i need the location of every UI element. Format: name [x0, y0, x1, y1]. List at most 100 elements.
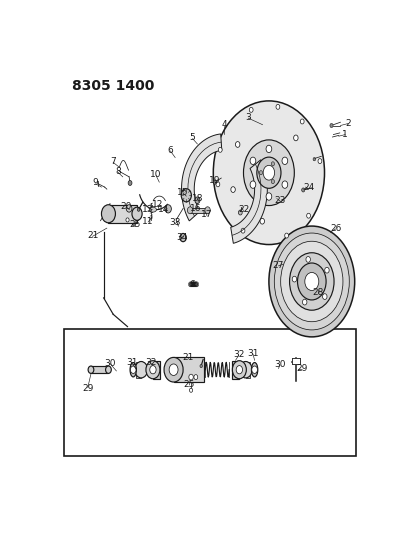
Text: 26: 26 [329, 224, 340, 232]
Text: 31: 31 [126, 358, 138, 367]
Circle shape [232, 361, 246, 379]
Circle shape [243, 140, 294, 206]
Text: 15: 15 [177, 188, 189, 197]
Circle shape [281, 181, 287, 188]
Circle shape [301, 188, 304, 192]
Circle shape [193, 375, 197, 379]
Circle shape [106, 366, 111, 374]
Text: 16: 16 [190, 204, 201, 213]
Text: 31: 31 [247, 349, 258, 358]
Text: 2: 2 [345, 119, 350, 128]
Circle shape [238, 210, 242, 215]
Circle shape [130, 366, 136, 374]
Circle shape [289, 253, 333, 310]
Text: 8305 1400: 8305 1400 [72, 79, 154, 93]
Circle shape [281, 157, 287, 165]
Text: 23: 23 [274, 196, 285, 205]
Text: 7: 7 [110, 157, 116, 166]
Text: 24: 24 [302, 183, 313, 192]
Text: 30: 30 [104, 359, 115, 368]
Ellipse shape [149, 207, 156, 212]
Circle shape [322, 294, 326, 300]
Circle shape [265, 145, 271, 152]
Circle shape [235, 142, 239, 147]
Text: 32: 32 [145, 358, 157, 367]
Text: 33: 33 [169, 219, 180, 227]
Circle shape [128, 181, 132, 185]
Circle shape [292, 276, 296, 282]
Circle shape [280, 241, 342, 322]
Bar [291, 358, 299, 364]
Circle shape [169, 364, 178, 375]
Text: 27: 27 [272, 261, 283, 270]
Circle shape [249, 181, 255, 188]
Circle shape [249, 107, 252, 112]
Circle shape [259, 219, 264, 224]
Circle shape [137, 208, 139, 211]
Circle shape [305, 256, 310, 262]
Circle shape [149, 366, 156, 374]
Circle shape [216, 182, 219, 187]
Circle shape [256, 157, 280, 188]
Circle shape [284, 233, 288, 238]
Circle shape [132, 222, 135, 225]
Circle shape [126, 218, 129, 222]
Text: 13: 13 [142, 205, 153, 214]
Text: 5: 5 [189, 133, 195, 142]
Circle shape [200, 365, 202, 368]
Circle shape [275, 104, 279, 109]
Circle shape [251, 366, 257, 374]
Circle shape [271, 162, 274, 166]
Circle shape [299, 119, 303, 124]
Text: 20: 20 [120, 202, 131, 211]
Text: 8: 8 [115, 167, 121, 176]
Circle shape [268, 226, 354, 337]
Circle shape [88, 366, 94, 374]
Text: 11: 11 [142, 216, 153, 225]
Text: 4: 4 [221, 120, 227, 129]
Bar [91, 366, 108, 374]
Ellipse shape [130, 362, 136, 377]
Text: 17: 17 [201, 211, 212, 220]
Bar [108, 205, 137, 223]
Circle shape [259, 171, 262, 175]
Text: 10: 10 [150, 170, 162, 179]
Circle shape [213, 180, 216, 184]
Bar [190, 207, 207, 213]
Text: 6: 6 [167, 146, 173, 155]
Ellipse shape [251, 362, 257, 377]
Circle shape [236, 366, 242, 374]
Text: 28: 28 [312, 288, 323, 297]
Circle shape [181, 189, 191, 202]
Bar [153, 361, 160, 379]
Circle shape [274, 233, 348, 330]
Text: 29: 29 [296, 364, 307, 373]
Bar [232, 361, 239, 379]
Text: 9: 9 [92, 179, 99, 188]
Polygon shape [181, 134, 221, 221]
Circle shape [271, 180, 274, 184]
Circle shape [304, 272, 318, 290]
Text: 14: 14 [158, 205, 169, 214]
Text: 3: 3 [245, 113, 251, 122]
Circle shape [194, 197, 200, 204]
Text: 12: 12 [152, 200, 163, 209]
Text: 29: 29 [82, 384, 93, 393]
Circle shape [329, 124, 332, 127]
Text: 18: 18 [191, 193, 203, 203]
Circle shape [132, 207, 142, 220]
Text: 21: 21 [87, 231, 98, 240]
Circle shape [213, 101, 324, 245]
Circle shape [204, 207, 210, 214]
Circle shape [293, 135, 297, 141]
Circle shape [187, 207, 192, 214]
Circle shape [317, 159, 321, 164]
Circle shape [306, 213, 310, 218]
Circle shape [180, 233, 186, 241]
Circle shape [239, 361, 252, 378]
Bar [173, 358, 203, 382]
Bar [245, 361, 250, 378]
Circle shape [164, 358, 183, 382]
Text: 1: 1 [342, 130, 347, 139]
Text: 19: 19 [209, 176, 220, 185]
